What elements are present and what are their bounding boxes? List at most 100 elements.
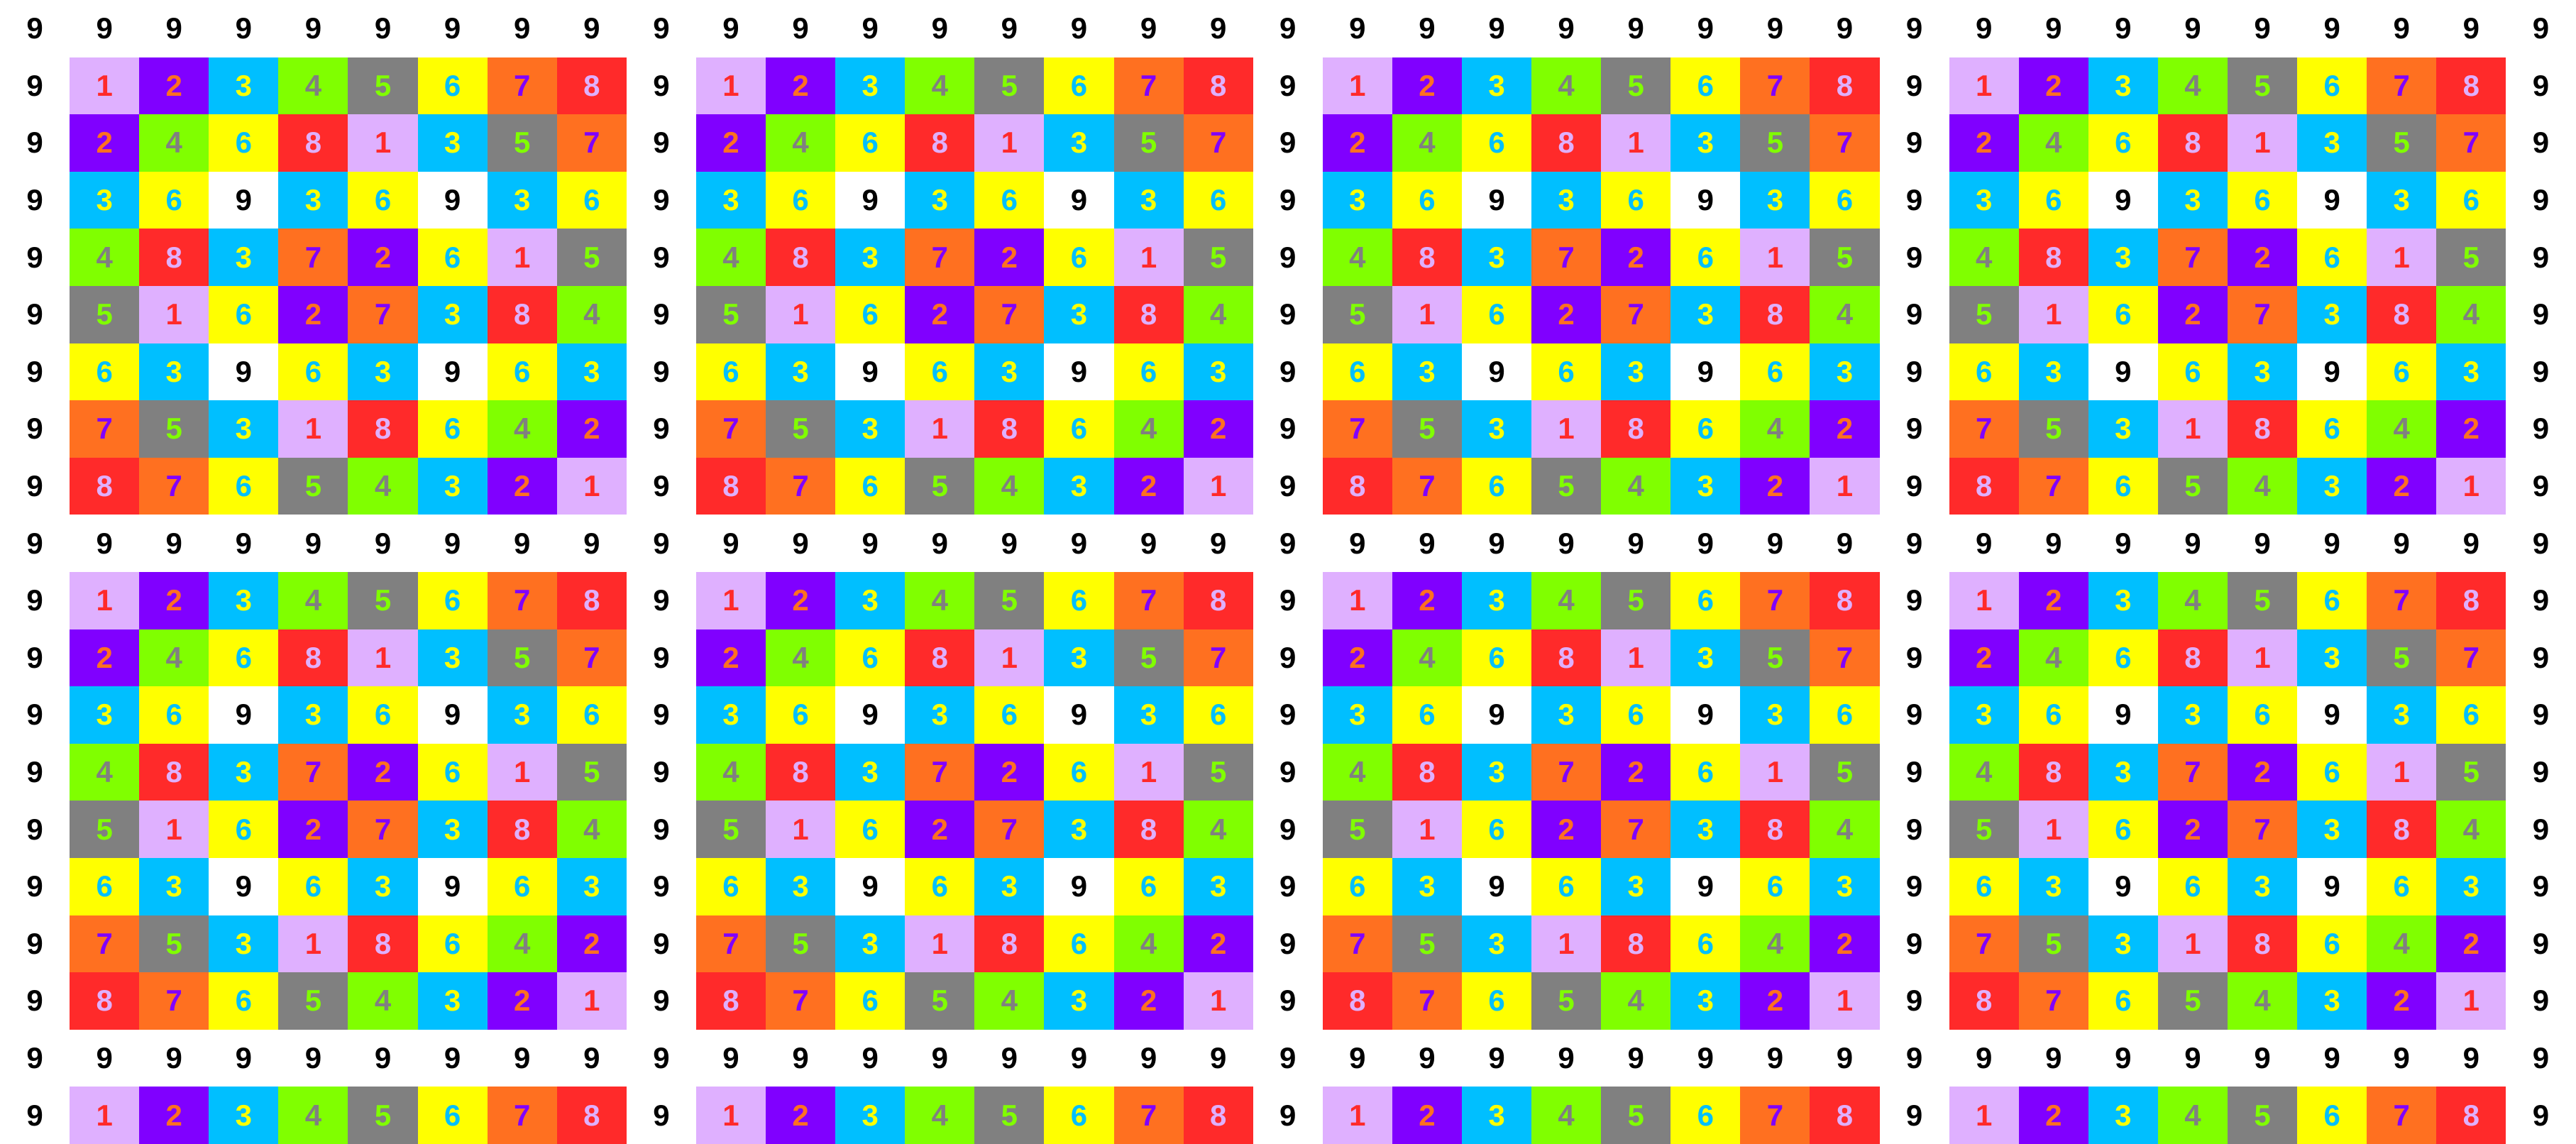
grid-cell: 4: [974, 457, 1045, 515]
grid-cell: 7: [766, 457, 836, 515]
grid-cell: 9: [1879, 571, 1949, 629]
grid-cell: 9: [766, 0, 836, 57]
grid-cell: 9: [139, 0, 209, 57]
grid-cell: 6: [487, 343, 557, 401]
grid-cell: 3: [139, 343, 209, 401]
grid-cell: 9: [626, 686, 696, 744]
grid-cell: 7: [348, 285, 418, 343]
grid-cell: 8: [1601, 400, 1671, 458]
grid-cell: 9: [1253, 0, 1323, 57]
grid-cell: 3: [348, 343, 418, 401]
grid-cell: 8: [2436, 57, 2506, 115]
grid-cell: 6: [209, 457, 279, 515]
grid-cell: 8: [278, 629, 348, 687]
grid-cell: 6: [2297, 743, 2367, 801]
grid-cell: 9: [1949, 0, 2019, 57]
grid-cell: 4: [278, 1087, 348, 1144]
grid-cell: 3: [1183, 857, 1253, 915]
grid-cell: 9: [0, 457, 70, 515]
grid-cell: 6: [835, 629, 906, 687]
grid-cell: 9: [209, 343, 279, 401]
grid-cell: 4: [1113, 400, 1184, 458]
grid-cell: 9: [1879, 114, 1949, 172]
grid-cell: 6: [1810, 171, 1880, 229]
grid-cell: 2: [1531, 801, 1602, 858]
grid-cell: 6: [695, 343, 766, 401]
grid-cell: 3: [1461, 571, 1532, 629]
grid-cell: 6: [1461, 285, 1532, 343]
grid-cell: 2: [905, 285, 975, 343]
grid-cell: 6: [2297, 571, 2367, 629]
grid-cell: 9: [1670, 343, 1741, 401]
grid-cell: 6: [905, 343, 975, 401]
grid-cell: 9: [835, 1029, 906, 1087]
grid-cell: 2: [70, 629, 140, 687]
grid-cell: 7: [2018, 972, 2088, 1030]
grid-cell: 9: [0, 285, 70, 343]
grid-cell: 4: [1601, 972, 1671, 1030]
grid-cell: 8: [1322, 972, 1392, 1030]
grid-cell: 2: [139, 57, 209, 115]
grid-cell: 9: [417, 857, 488, 915]
grid-cell: 1: [2367, 743, 2437, 801]
grid-cell: 9: [1253, 171, 1323, 229]
grid-cell: 9: [139, 515, 209, 572]
grid-cell: 9: [626, 1029, 696, 1087]
grid-cell: 1: [139, 285, 209, 343]
grid-cell: 2: [2157, 285, 2228, 343]
grid-cell: 6: [348, 686, 418, 744]
grid-cell: 9: [2367, 515, 2437, 572]
grid-cell: 9: [1879, 457, 1949, 515]
grid-cell: 9: [626, 1087, 696, 1144]
grid-cell: 8: [556, 57, 627, 115]
grid-cell: 9: [487, 0, 557, 57]
grid-cell: 2: [1810, 915, 1880, 973]
grid-cell: 1: [1183, 972, 1253, 1030]
grid-cell: 6: [2088, 801, 2158, 858]
grid-cell: 9: [2228, 0, 2298, 57]
grid-cell: 7: [1322, 915, 1392, 973]
grid-cell: 7: [1740, 571, 1810, 629]
grid-cell: 1: [2157, 400, 2228, 458]
grid-cell: 8: [905, 629, 975, 687]
grid-cell: 8: [1392, 229, 1462, 286]
grid-cell: 2: [2157, 801, 2228, 858]
grid-cell: 6: [835, 285, 906, 343]
grid-cell: 3: [556, 857, 627, 915]
grid-cell: 1: [2436, 972, 2506, 1030]
grid-cell: 3: [905, 171, 975, 229]
grid-cell: 4: [139, 114, 209, 172]
grid-cell: 6: [1044, 57, 1114, 115]
grid-cell: 5: [1810, 743, 1880, 801]
grid-cell: 7: [695, 400, 766, 458]
grid-cell: 9: [626, 857, 696, 915]
grid-cell: 3: [835, 915, 906, 973]
grid-cell: 1: [348, 629, 418, 687]
grid-cell: 9: [487, 1029, 557, 1087]
grid-cell: 4: [1322, 743, 1392, 801]
grid-cell: 9: [1322, 515, 1392, 572]
grid-cell: 3: [835, 400, 906, 458]
grid-cell: 1: [2367, 229, 2437, 286]
grid-cell: 5: [1601, 571, 1671, 629]
grid-cell: 3: [2088, 571, 2158, 629]
grid-cell: 4: [70, 743, 140, 801]
grid-cell: 4: [348, 457, 418, 515]
grid-cell: 9: [905, 515, 975, 572]
grid-cell: 9: [1879, 686, 1949, 744]
grid-cell: 6: [695, 857, 766, 915]
grid-cell: 3: [1044, 972, 1114, 1030]
grid-cell: 3: [487, 686, 557, 744]
grid-cell: 5: [1392, 400, 1462, 458]
grid-cell: 8: [974, 915, 1045, 973]
grid-cell: 6: [1670, 400, 1741, 458]
grid-cell: 8: [695, 972, 766, 1030]
grid-cell: 5: [556, 743, 627, 801]
grid-cell: 7: [348, 801, 418, 858]
grid-cell: 1: [1322, 1087, 1392, 1144]
grid-cell: 6: [348, 171, 418, 229]
grid-cell: 8: [348, 400, 418, 458]
grid-cell: 9: [695, 1029, 766, 1087]
grid-cell: 3: [766, 857, 836, 915]
grid-cell: 9: [1253, 915, 1323, 973]
